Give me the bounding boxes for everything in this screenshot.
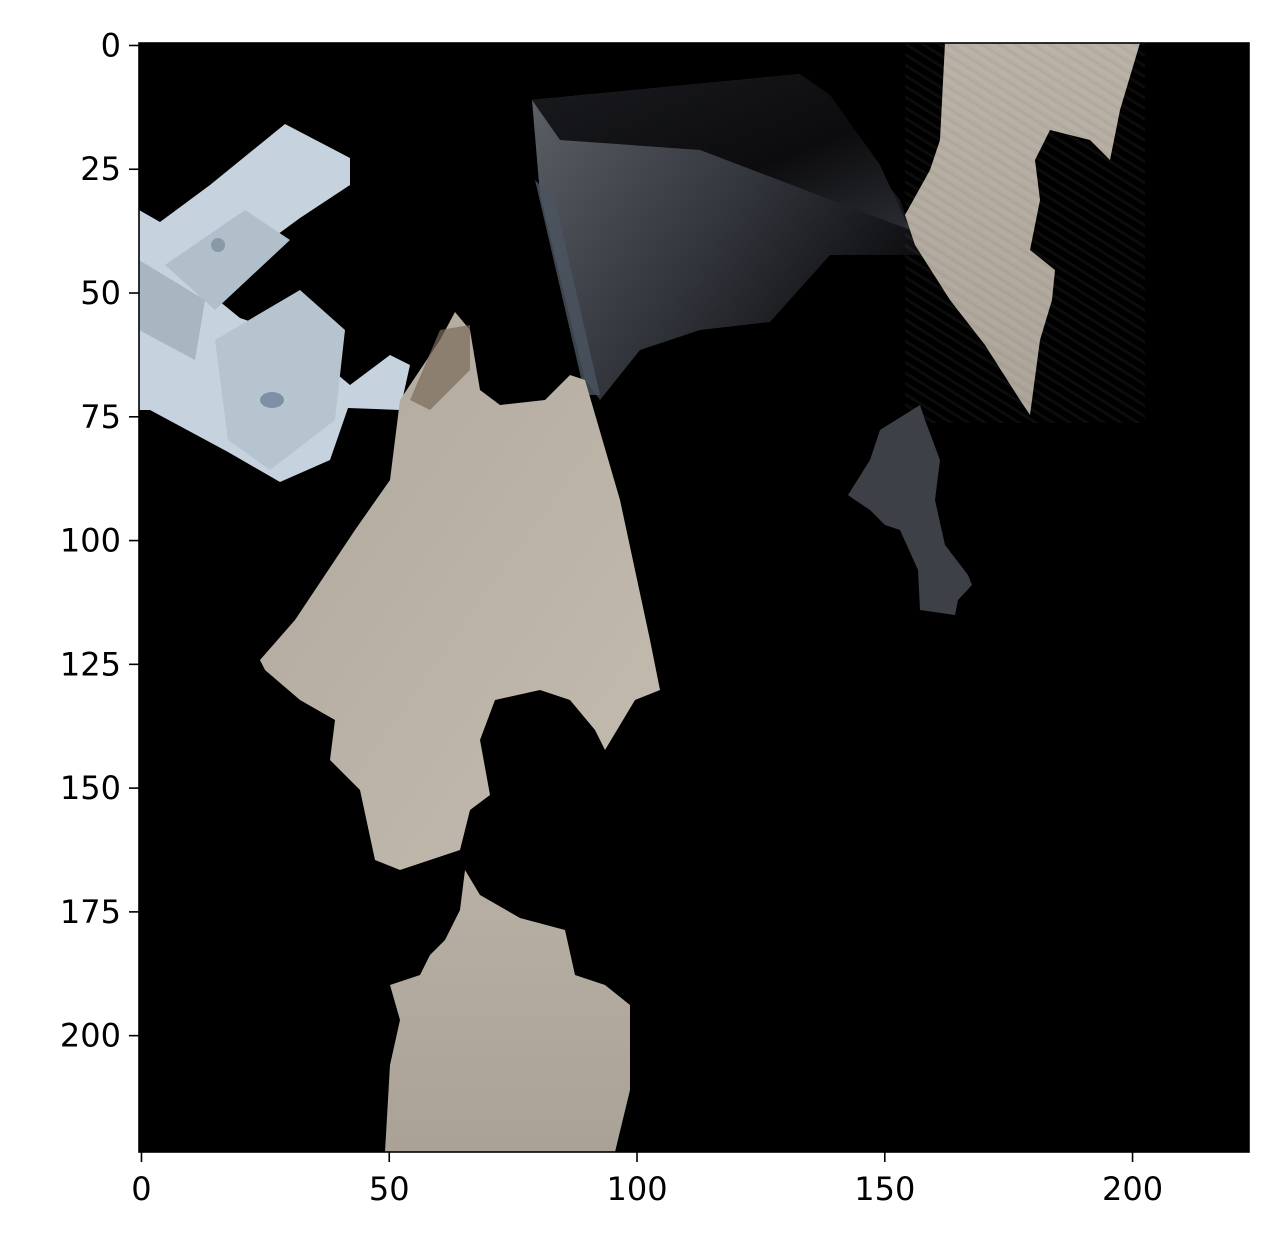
x-tick-label: 150 xyxy=(854,1170,915,1208)
wood-region-right xyxy=(905,43,1145,423)
wood-region-center xyxy=(260,312,660,870)
wood-region-bottom xyxy=(385,870,630,1152)
axes-frame xyxy=(138,42,1250,1153)
y-tick-label: 25 xyxy=(80,150,121,188)
dark-object xyxy=(532,74,920,400)
x-axis: 0 50 100 150 200 xyxy=(131,1152,1163,1208)
x-tick-label: 200 xyxy=(1102,1170,1163,1208)
keyboard-region xyxy=(139,124,410,482)
x-tick-label: 0 xyxy=(131,1170,151,1208)
image-content xyxy=(139,43,1145,1152)
x-tick-label: 100 xyxy=(606,1170,667,1208)
small-dark-blob xyxy=(848,405,972,615)
y-tick-label: 50 xyxy=(80,274,121,312)
y-tick-label: 175 xyxy=(60,893,121,931)
y-axis: 0 25 50 75 100 125 150 175 200 xyxy=(60,26,139,1055)
y-tick-label: 100 xyxy=(60,522,121,560)
x-tick-label: 50 xyxy=(369,1170,410,1208)
y-tick-label: 200 xyxy=(60,1017,121,1055)
y-tick-label: 150 xyxy=(60,769,121,807)
y-tick-label: 125 xyxy=(60,645,121,683)
y-tick-label: 75 xyxy=(80,398,121,436)
y-tick-label: 0 xyxy=(101,26,121,64)
